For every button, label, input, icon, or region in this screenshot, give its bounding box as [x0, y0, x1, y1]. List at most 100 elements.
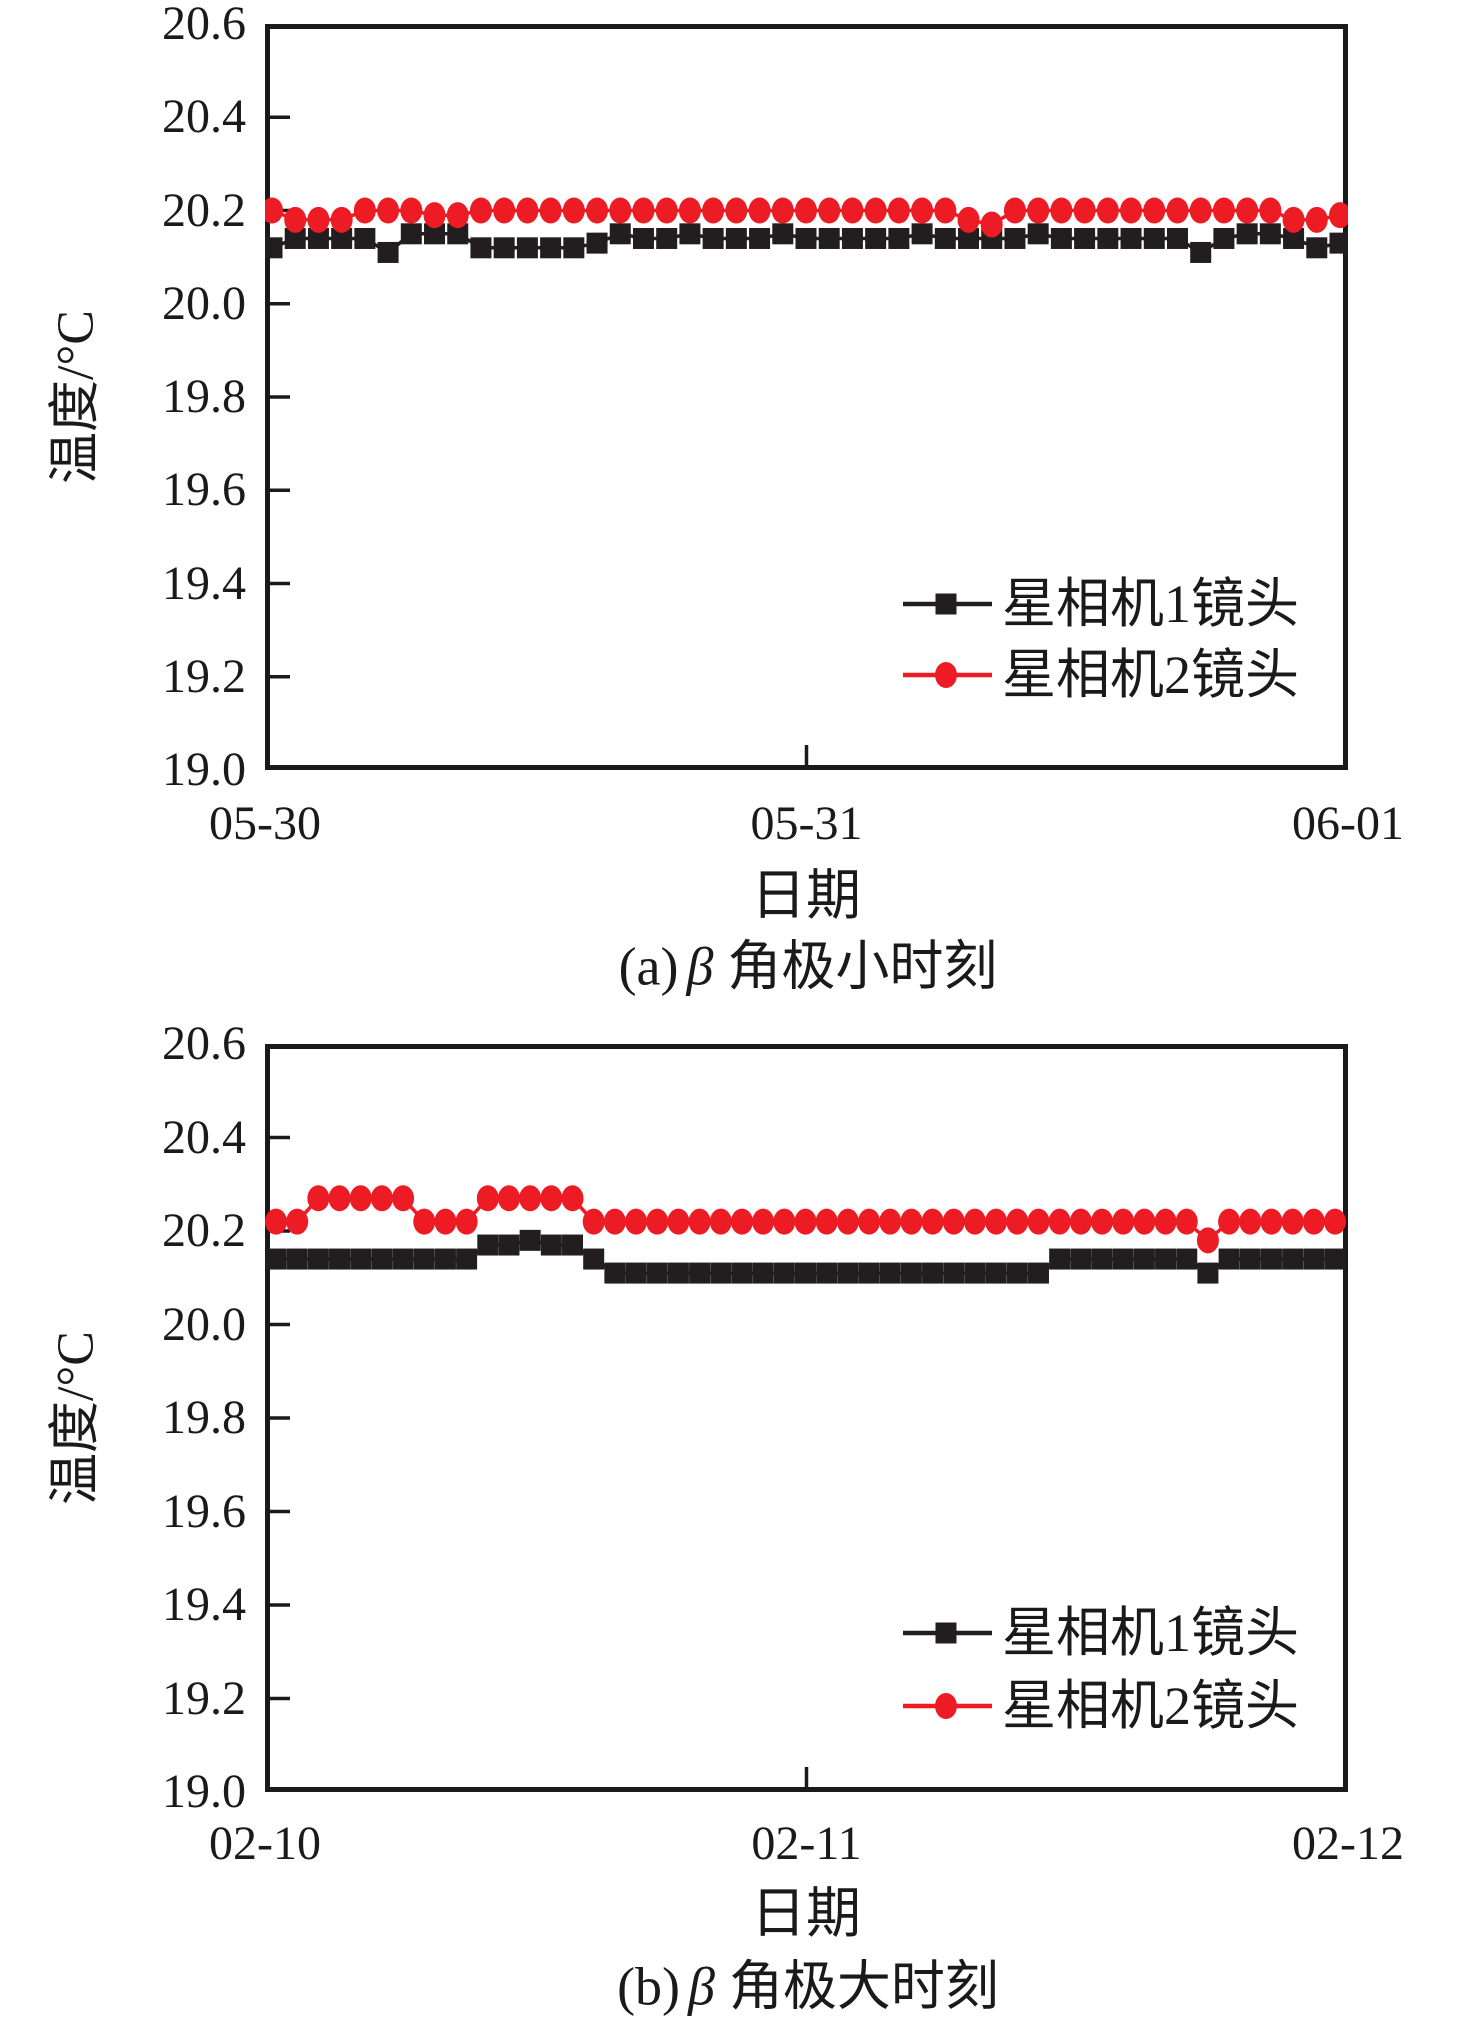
marker-circle	[1196, 1227, 1219, 1254]
y-tick-label: 20.2	[162, 183, 246, 237]
marker-circle	[879, 1208, 902, 1235]
x-tick-label: 02-12	[1292, 1817, 1404, 1870]
marker-circle	[709, 1208, 732, 1235]
marker-square	[1324, 1248, 1346, 1270]
marker-circle	[1218, 1208, 1241, 1235]
caption-a-beta-symbol: β	[686, 936, 714, 997]
marker-square	[265, 237, 283, 259]
marker-square	[943, 1262, 965, 1284]
marker-circle	[985, 1208, 1008, 1235]
marker-square	[1282, 1248, 1304, 1270]
marker-circle	[1050, 197, 1073, 224]
marker-circle	[586, 197, 609, 224]
marker-square	[392, 1248, 414, 1270]
plot-border	[265, 1044, 1348, 1792]
marker-square	[307, 1248, 329, 1270]
marker-circle	[678, 197, 701, 224]
y-axis-title-a: 温度/°C	[47, 310, 105, 484]
marker-circle	[1166, 197, 1189, 224]
marker-square	[1070, 1248, 1092, 1270]
marker-square	[377, 241, 399, 263]
x-tick-label: 02-10	[209, 1817, 321, 1870]
marker-square	[1006, 1262, 1028, 1284]
marker-square	[284, 227, 306, 249]
marker-square	[350, 1248, 372, 1270]
marker-square	[519, 1229, 541, 1251]
marker-square	[679, 223, 701, 245]
y-tick-label: 20.0	[162, 1297, 246, 1351]
marker-circle	[1329, 202, 1348, 229]
marker-square	[493, 237, 515, 259]
marker-square	[609, 223, 631, 245]
marker-square	[1091, 1248, 1113, 1270]
legend-label-camera1-lens-b: 星相机1镜头	[1002, 1603, 1299, 1663]
y-tick-label: 19.4	[162, 1578, 246, 1631]
marker-square	[400, 223, 422, 245]
marker-square	[795, 1262, 816, 1284]
marker-square	[646, 1262, 668, 1284]
marker-square	[1133, 1248, 1155, 1270]
caption-b: (b) β 角极大时刻	[617, 1942, 999, 2020]
marker-circle	[773, 1208, 796, 1235]
legend-label-camera2-lens-a: 星相机2镜头	[1002, 645, 1299, 705]
marker-square	[935, 593, 957, 615]
marker-circle	[1069, 1208, 1092, 1235]
marker-circle	[377, 197, 400, 224]
marker-circle	[307, 206, 330, 233]
y-tick-label: 20.2	[162, 1204, 246, 1257]
marker-circle	[539, 197, 562, 224]
marker-square	[540, 1234, 562, 1256]
marker-square	[1197, 1262, 1219, 1284]
marker-square	[985, 1262, 1007, 1284]
marker-circle	[370, 1185, 393, 1212]
marker-square	[858, 1262, 880, 1284]
marker-square	[354, 227, 376, 249]
y-tick-label: 19.6	[162, 463, 246, 517]
y-tick-label: 19.8	[162, 370, 246, 423]
marker-circle	[1189, 197, 1212, 224]
y-tick-label: 19.0	[162, 743, 246, 796]
y-tick-label: 20.6	[162, 1017, 246, 1070]
marker-circle	[887, 197, 910, 224]
marker-circle	[328, 1185, 351, 1212]
y-tick-label: 19.8	[162, 1391, 246, 1444]
marker-circle	[935, 1693, 957, 1719]
marker-circle	[1260, 1208, 1283, 1235]
marker-square	[265, 1248, 287, 1270]
marker-square	[667, 1262, 689, 1284]
marker-square	[1176, 1248, 1198, 1270]
marker-square	[934, 227, 956, 249]
marker-square	[498, 1234, 520, 1256]
marker-square	[656, 227, 678, 249]
marker-square	[1259, 223, 1281, 245]
x-tick-label: 05-30	[209, 797, 321, 850]
caption-b-index: (b)	[617, 1956, 681, 2017]
marker-square	[841, 227, 863, 249]
marker-square	[1120, 227, 1142, 249]
marker-circle	[493, 197, 516, 224]
x-tick-label: 02-11	[751, 1817, 862, 1870]
marker-circle	[963, 1208, 986, 1235]
y-axis-title-b: 温度/°C	[47, 1331, 105, 1505]
marker-square	[563, 237, 585, 259]
marker-square	[689, 1262, 711, 1284]
marker-circle	[265, 1208, 287, 1235]
marker-circle	[307, 1185, 330, 1212]
marker-circle	[1154, 1208, 1177, 1235]
marker-circle	[702, 197, 725, 224]
marker-circle	[284, 206, 307, 233]
marker-square	[625, 1262, 647, 1284]
marker-circle	[330, 206, 353, 233]
plot-area-a	[265, 24, 1348, 770]
marker-circle	[516, 197, 539, 224]
marker-square	[795, 227, 817, 249]
marker-square	[958, 227, 980, 249]
caption-a: (a) β 角极小时刻	[619, 922, 998, 1001]
marker-square	[540, 237, 562, 259]
marker-square	[922, 1262, 944, 1284]
marker-circle	[1006, 1208, 1029, 1235]
marker-square	[816, 1262, 838, 1284]
marker-circle	[1282, 206, 1305, 233]
marker-square	[1166, 227, 1188, 249]
marker-circle	[818, 197, 841, 224]
